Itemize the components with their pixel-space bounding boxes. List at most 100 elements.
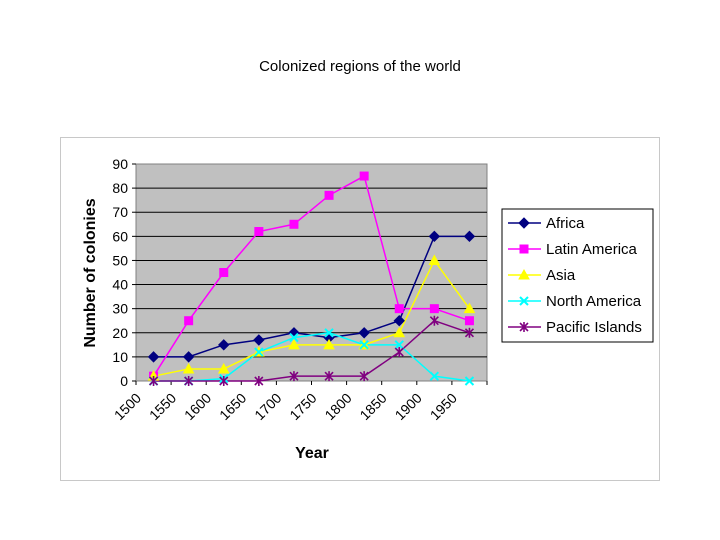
data-point <box>324 190 334 200</box>
data-point <box>254 347 264 357</box>
y-tick-label: 0 <box>120 373 128 389</box>
x-tick-label: 1750 <box>286 390 319 423</box>
data-point <box>519 322 529 332</box>
data-point <box>394 340 404 350</box>
data-point <box>518 268 530 280</box>
data-point <box>254 376 264 386</box>
legend-label: Pacific Islands <box>546 319 642 336</box>
y-axis-ticks: 0 10 20 30 40 50 60 70 80 90 <box>112 156 136 389</box>
data-point <box>324 328 334 338</box>
data-point <box>359 371 369 382</box>
data-point <box>518 217 530 229</box>
y-tick-label: 40 <box>112 277 128 293</box>
data-point <box>394 347 404 358</box>
legend-item: Africa <box>508 215 585 232</box>
legend-item: Latin America <box>508 241 638 258</box>
data-point <box>463 230 476 243</box>
series-lines <box>152 174 471 382</box>
data-point <box>254 227 264 237</box>
data-point-stroke <box>429 371 440 381</box>
data-point <box>184 376 194 386</box>
data-point-stroke <box>394 340 404 350</box>
series-markers <box>147 171 476 386</box>
data-point <box>429 371 440 381</box>
data-point <box>288 338 300 350</box>
data-point-stroke <box>254 347 264 357</box>
data-point <box>289 219 299 229</box>
line-chart: 0 10 20 30 40 50 60 70 80 90 1500 1550 1600 1650 1700… <box>82 156 654 462</box>
data-point-stroke <box>289 332 299 343</box>
y-tick-label: 80 <box>112 180 128 196</box>
data-point <box>148 376 159 386</box>
data-point <box>359 340 369 350</box>
x-tick-label: 1700 <box>251 390 284 423</box>
legend: Africa Latin America Asia North America Paci… <box>501 208 654 343</box>
data-point <box>218 339 230 351</box>
y-tick-label: 10 <box>112 349 128 365</box>
legend-label: Asia <box>546 267 576 284</box>
x-axis-label: Year <box>295 445 329 462</box>
data-point <box>184 316 194 326</box>
series-line <box>153 332 470 382</box>
data-point <box>428 254 441 265</box>
data-point <box>359 171 369 181</box>
legend-label: Latin America <box>546 241 638 258</box>
data-point <box>219 376 229 386</box>
legend-item: Pacific Islands <box>508 319 642 336</box>
legend-label: Africa <box>546 215 585 232</box>
data-point <box>464 327 475 338</box>
plot-area <box>135 163 488 382</box>
data-point <box>289 332 299 343</box>
x-tick-label: 1950 <box>427 390 460 423</box>
data-point-stroke <box>464 376 475 386</box>
x-axis-ticks: 1500 1550 1600 1650 1700 1750 1800 1850 1900 1950 <box>111 381 488 423</box>
data-point <box>253 334 265 346</box>
x-tick-label: 1850 <box>356 390 389 423</box>
x-tick-label: 1550 <box>146 390 179 423</box>
data-point-stroke <box>359 340 369 350</box>
data-point <box>289 371 299 382</box>
y-tick-label: 20 <box>112 325 128 341</box>
y-tick-label: 50 <box>112 252 128 268</box>
data-point <box>463 302 476 314</box>
data-point <box>217 362 230 374</box>
gridlines <box>136 187 487 358</box>
series-line <box>152 174 470 377</box>
y-tick-label: 70 <box>112 204 128 220</box>
data-point <box>182 351 195 363</box>
y-tick-label: 30 <box>112 301 128 317</box>
data-point <box>394 304 404 314</box>
series-line <box>153 319 470 382</box>
legend-item: Asia <box>508 267 576 284</box>
data-point <box>323 338 335 350</box>
x-tick-label: 1500 <box>111 390 144 423</box>
data-point <box>393 326 406 338</box>
series-line <box>153 258 471 377</box>
data-point <box>219 268 229 277</box>
data-point <box>182 362 195 374</box>
data-point <box>428 230 441 243</box>
y-tick-label: 60 <box>112 228 128 244</box>
data-point <box>464 376 475 386</box>
y-tick-label: 90 <box>112 156 128 172</box>
x-tick-label: 1900 <box>392 390 425 423</box>
legend-item: North America <box>508 293 642 310</box>
slide-title: Colonized regions of the world <box>259 58 461 75</box>
data-point <box>519 296 529 306</box>
data-point <box>429 304 439 314</box>
data-point <box>429 315 439 326</box>
data-point-stroke <box>519 296 529 306</box>
data-point <box>324 371 334 382</box>
data-point-stroke <box>324 328 334 338</box>
data-point <box>358 327 370 339</box>
legend-label: North America <box>546 293 642 310</box>
chart-frame: 0 10 20 30 40 50 60 70 80 90 1500 1550 1600 1650 1700… <box>60 137 660 481</box>
x-tick-label: 1650 <box>216 390 249 423</box>
data-point <box>393 315 405 327</box>
data-point <box>147 351 160 363</box>
x-tick-label: 1800 <box>321 390 354 423</box>
x-tick-label: 1600 <box>181 390 214 423</box>
data-point <box>464 316 474 326</box>
y-axis-label: Number of colonies <box>82 198 99 347</box>
data-point <box>519 244 529 254</box>
